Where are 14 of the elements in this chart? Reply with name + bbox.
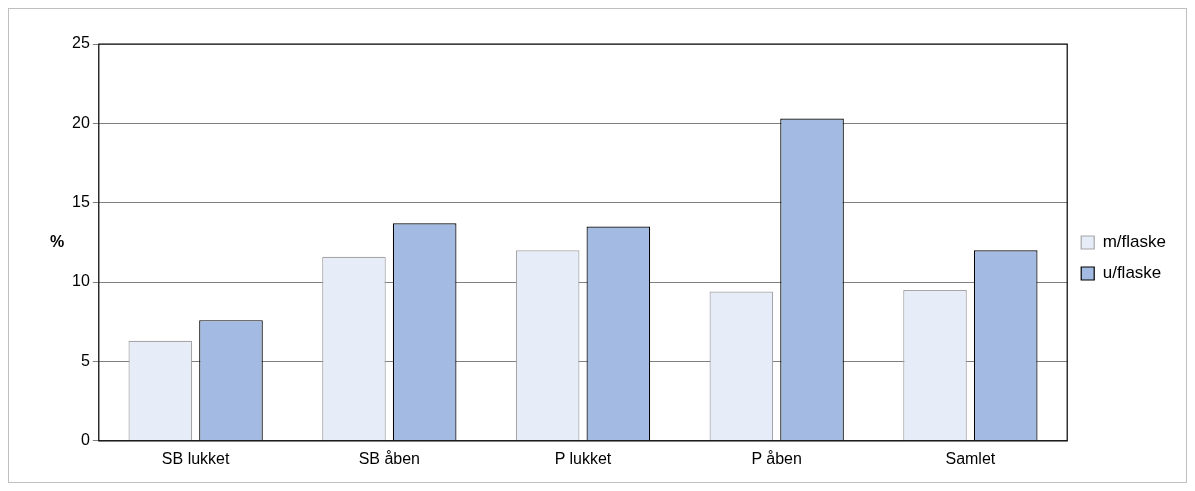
y-tick-label: 20 bbox=[72, 113, 90, 131]
x-tick-label: Samlet bbox=[945, 449, 996, 467]
y-tick-label: 25 bbox=[72, 34, 90, 52]
x-tick-label: SB lukket bbox=[161, 449, 230, 467]
x-tick-label: P lukket bbox=[554, 449, 612, 467]
y-tick-label: 0 bbox=[80, 431, 90, 449]
x-tick-label: SB åben bbox=[358, 449, 421, 467]
y-tick-label: 5 bbox=[80, 351, 90, 369]
y-axis-title: % bbox=[49, 232, 65, 250]
y-tick-label: 10 bbox=[72, 272, 90, 290]
x-tick-label: P åben bbox=[751, 449, 802, 467]
legend-label: m/flaske bbox=[1102, 232, 1166, 252]
y-tick-label: 15 bbox=[72, 193, 90, 211]
legend-label: u/flaske bbox=[1102, 263, 1162, 283]
